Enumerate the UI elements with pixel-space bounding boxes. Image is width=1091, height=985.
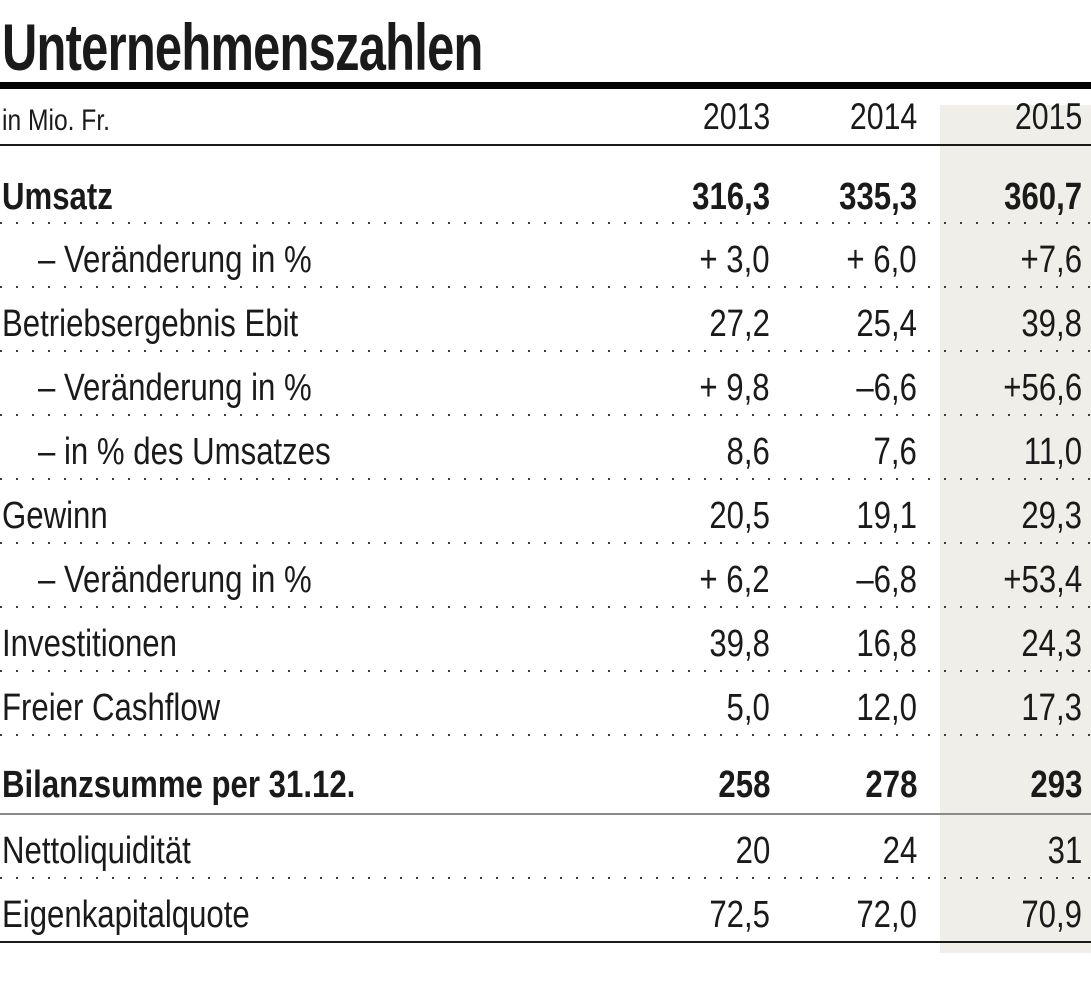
cell-2015: 70,9 (1021, 893, 1082, 936)
cell-2013: 8,6 (726, 430, 770, 473)
table-row-gewinn-veraenderung: – Veränderung in % + 6,2 –6,8 +53,4 (0, 544, 1091, 606)
row-label: Umsatz (2, 175, 113, 218)
cell-2015: 17,3 (1021, 686, 1082, 729)
row-label: Gewinn (2, 494, 108, 537)
cell-2014: 7,6 (873, 430, 917, 473)
cell-2015: +56,6 (1003, 366, 1082, 409)
row-label: Bilanzsumme per 31.12. (2, 764, 356, 806)
cell-2015: 360,7 (1004, 175, 1082, 218)
page-title-text: Unternehmenszahlen (2, 10, 483, 84)
cell-2015: 31 (1047, 829, 1082, 872)
cell-2013: 20,5 (709, 494, 770, 537)
title-divider (0, 82, 1091, 89)
cell-2013: 27,2 (709, 302, 770, 345)
cell-2014: 72,0 (856, 893, 917, 936)
row-divider (0, 478, 1091, 480)
row-label: Eigenkapitalquote (2, 893, 250, 936)
section-divider (0, 813, 1091, 815)
highlight-column-background (940, 105, 1091, 953)
row-label: Nettoliquidität (2, 829, 191, 872)
page-title: Unternehmenszahlen (0, 0, 1091, 82)
header-row: in Mio. Fr. 2013 2014 2015 (0, 89, 1091, 144)
row-divider (0, 350, 1091, 352)
row-divider (0, 670, 1091, 672)
cell-2014: 24 (882, 829, 917, 872)
cell-2013: + 9,8 (699, 366, 770, 409)
table-row-umsatz: Umsatz 316,3 335,3 360,7 (0, 146, 1091, 222)
row-divider (0, 222, 1091, 224)
table-row-investitionen: Investitionen 39,8 16,8 24,3 (0, 608, 1091, 670)
cell-2014: 278 (865, 764, 917, 806)
unit-label: in Mio. Fr. (2, 104, 110, 137)
row-label: – Veränderung in % (38, 238, 312, 281)
table-row-nettoliquiditaet: Nettoliquidität 20 24 31 (0, 815, 1091, 877)
cell-2015: 39,8 (1021, 302, 1082, 345)
cell-2014: 19,1 (856, 494, 917, 537)
year-header-2013: 2013 (702, 96, 770, 137)
table-row-ebit: Betriebsergebnis Ebit 27,2 25,4 39,8 (0, 288, 1091, 350)
table-row-ebit-marge: – in % des Umsatzes 8,6 7,6 11,0 (0, 416, 1091, 478)
table-row-umsatz-veraenderung: – Veränderung in % + 3,0 + 6,0 +7,6 (0, 224, 1091, 286)
cell-2015: 11,0 (1023, 430, 1082, 473)
cell-2013: 5,0 (726, 686, 770, 729)
table-row-bilanzsumme: Bilanzsumme per 31.12. 258 278 293 (0, 736, 1091, 813)
cell-2015: +7,6 (1020, 238, 1082, 281)
cell-2013: + 6,2 (699, 558, 770, 601)
row-label: – Veränderung in % (38, 558, 312, 601)
cell-2015: 293 (1030, 764, 1082, 806)
cell-2015: +53,4 (1003, 558, 1082, 601)
row-label: Freier Cashflow (2, 686, 221, 729)
row-label: – in % des Umsatzes (38, 430, 331, 473)
row-label: Investitionen (2, 622, 177, 665)
cell-2014: + 6,0 (846, 238, 917, 281)
cell-2014: 12,0 (856, 686, 917, 729)
cell-2013: 39,8 (709, 622, 770, 665)
cell-2014: –6,8 (856, 558, 917, 601)
row-divider (0, 606, 1091, 608)
cell-2013: 72,5 (709, 893, 770, 936)
cell-2014: 335,3 (839, 175, 917, 218)
row-divider (0, 542, 1091, 544)
table-row-freier-cashflow: Freier Cashflow 5,0 12,0 17,3 (0, 672, 1091, 734)
cell-2015: 29,3 (1021, 494, 1082, 537)
header-divider (0, 144, 1091, 146)
cell-2014: 25,4 (856, 302, 917, 345)
cell-2013: 258 (718, 764, 770, 806)
row-divider (0, 734, 1091, 736)
row-label: – Veränderung in % (38, 366, 312, 409)
cell-2013: 316,3 (692, 175, 770, 218)
table-row-ebit-veraenderung: – Veränderung in % + 9,8 –6,6 +56,6 (0, 352, 1091, 414)
row-label: Betriebsergebnis Ebit (2, 302, 299, 345)
year-header-2014: 2014 (849, 96, 917, 137)
row-divider (0, 414, 1091, 416)
year-header-2015: 2015 (1014, 96, 1082, 137)
cell-2014: –6,6 (856, 366, 917, 409)
cell-2013: 20 (735, 829, 770, 872)
table-row-gewinn: Gewinn 20,5 19,1 29,3 (0, 480, 1091, 542)
cell-2015: 24,3 (1021, 622, 1082, 665)
bottom-divider (0, 941, 1091, 943)
row-divider (0, 286, 1091, 288)
table-row-eigenkapitalquote: Eigenkapitalquote 72,5 72,0 70,9 (0, 879, 1091, 941)
row-divider (0, 877, 1091, 879)
cell-2013: + 3,0 (699, 238, 770, 281)
cell-2014: 16,8 (856, 622, 917, 665)
